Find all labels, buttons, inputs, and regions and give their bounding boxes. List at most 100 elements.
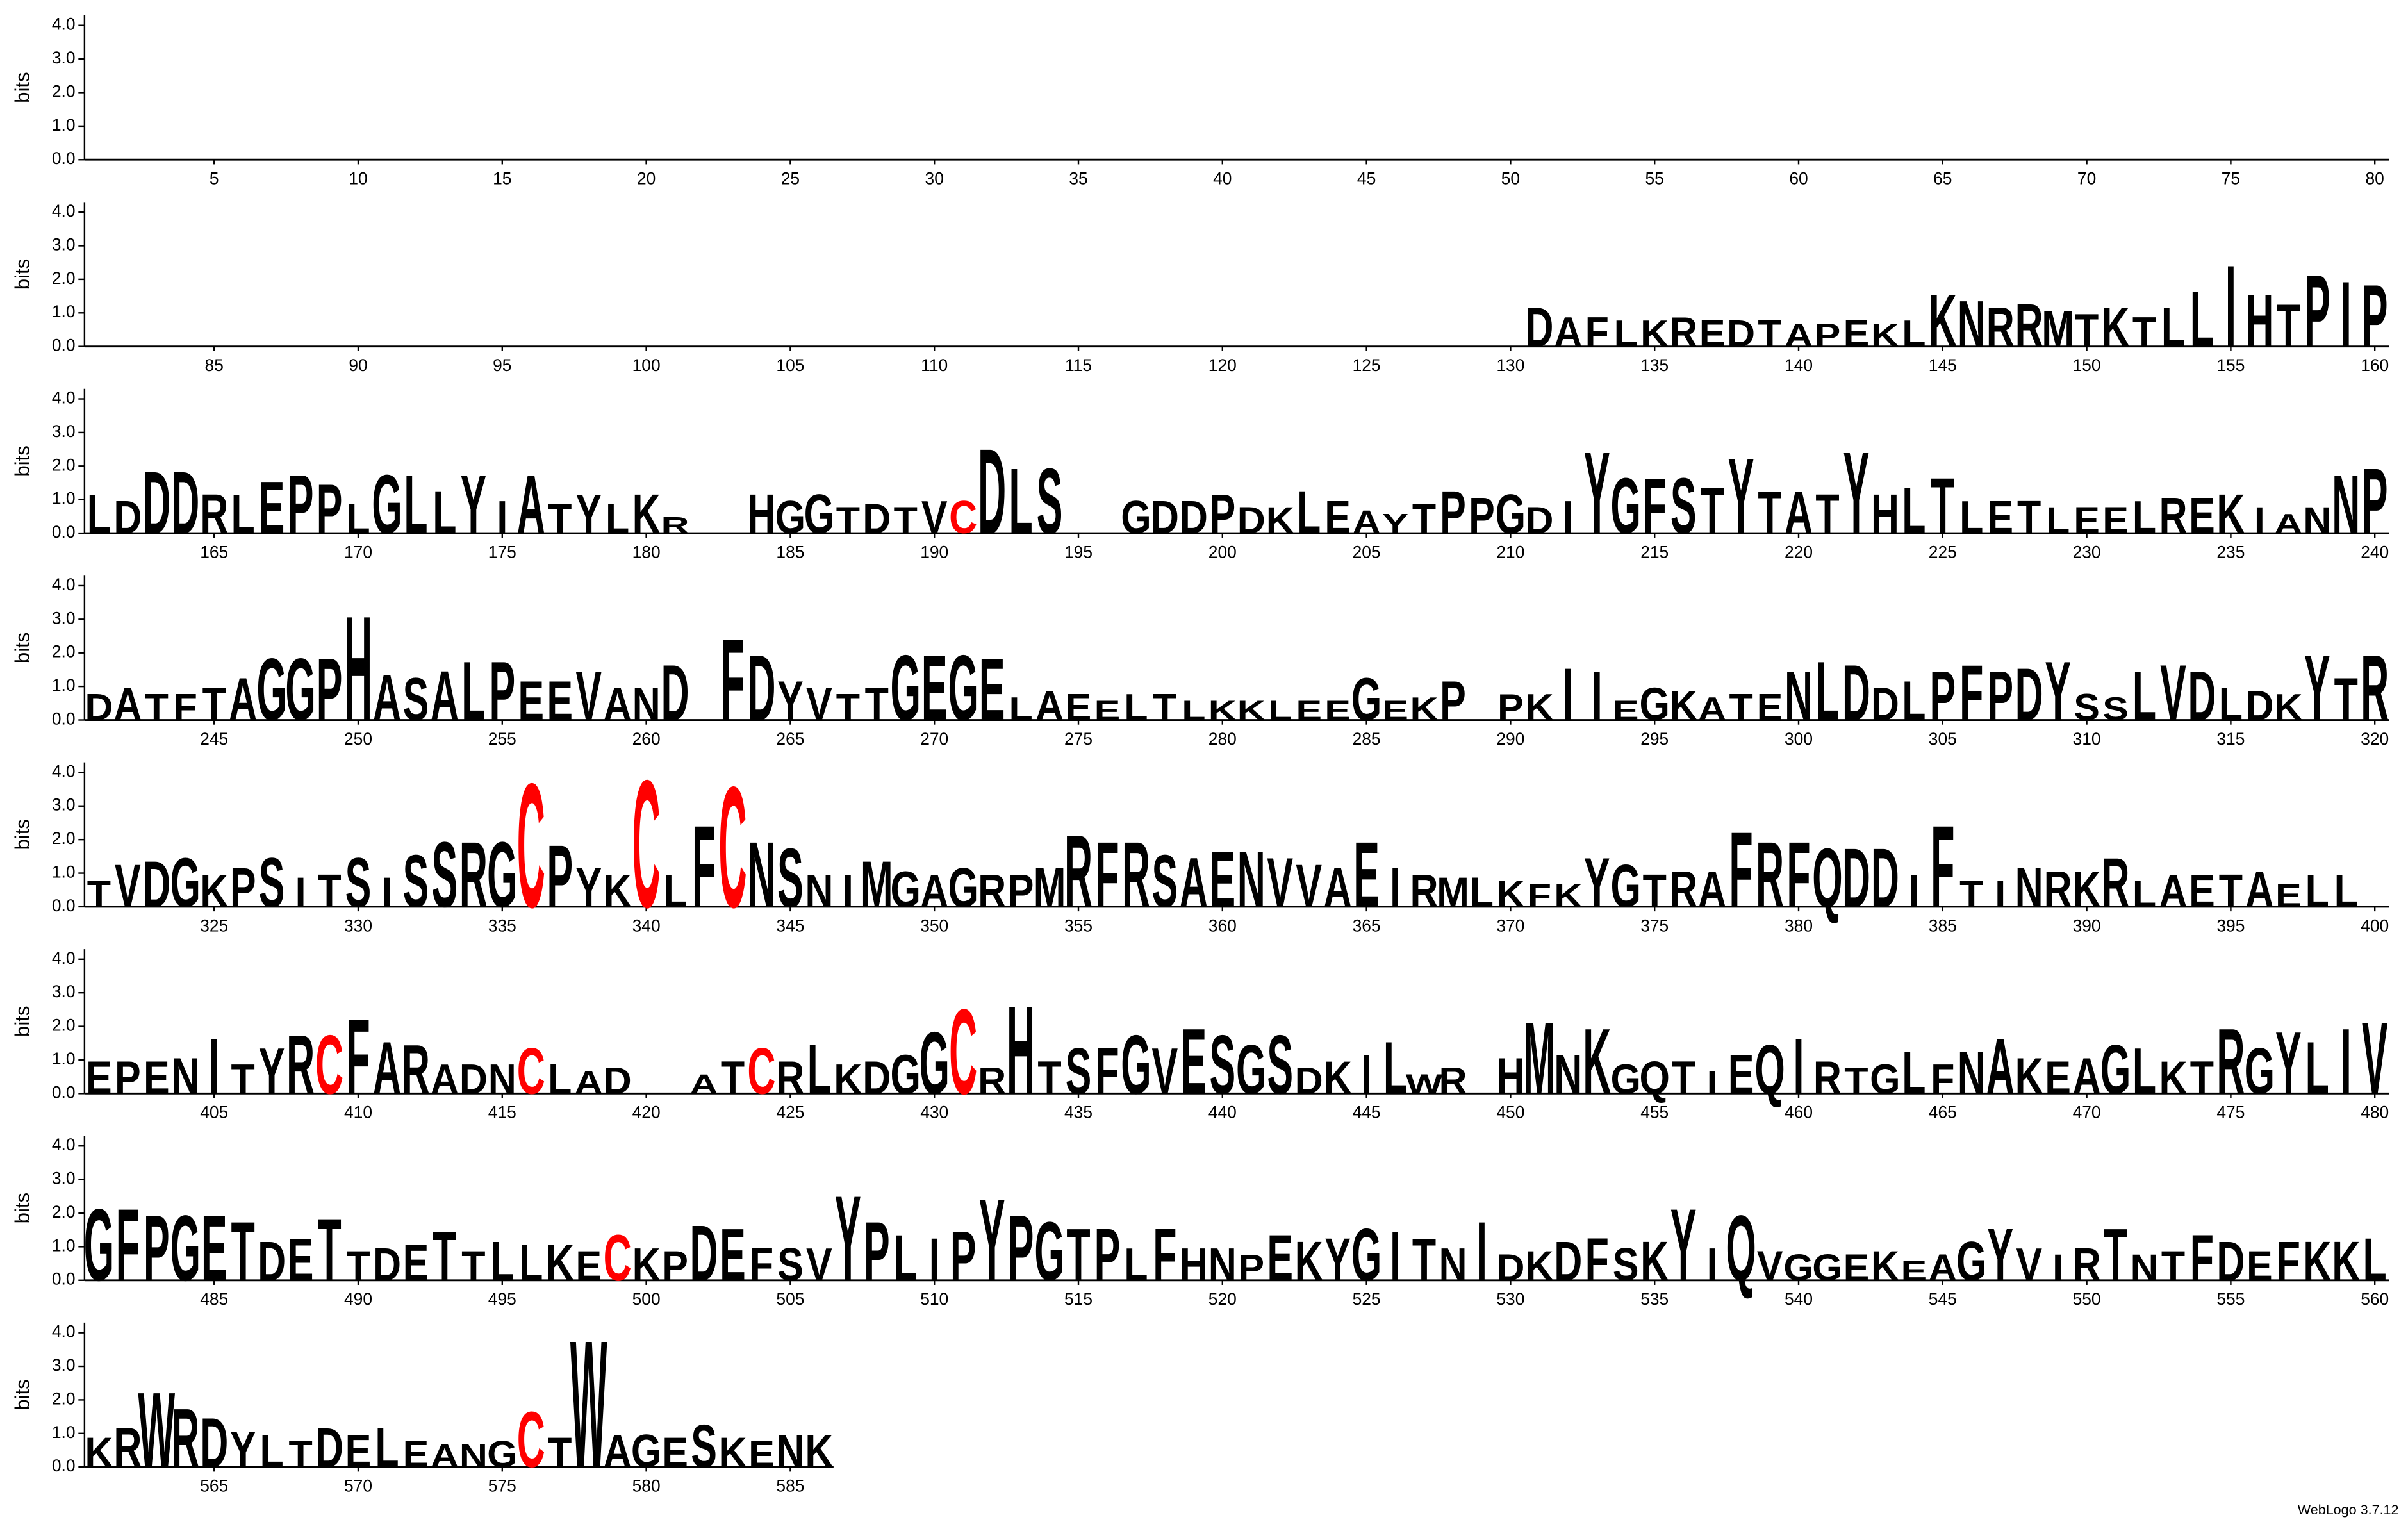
- x-tick-label: 55: [1645, 169, 1664, 188]
- logo-letter: C: [517, 1396, 545, 1484]
- logo-letter: Y: [575, 483, 602, 545]
- x-tick-label: 170: [344, 542, 372, 561]
- logo-letter: I: [2052, 1246, 2063, 1288]
- x-tick-label: 580: [632, 1477, 661, 1496]
- logo-letter: L: [260, 1425, 284, 1477]
- logo-letter: V: [115, 852, 141, 920]
- logo-letter: P: [317, 470, 343, 548]
- x-tick-label: 245: [200, 729, 228, 749]
- y-tick-label: 2.0: [52, 829, 76, 848]
- logo-letter: Y: [1584, 427, 1610, 558]
- logo-letter: D: [2216, 1230, 2245, 1292]
- logo-letter: P: [1094, 1213, 1121, 1296]
- credit: WebLogo 3.7.12: [2298, 1501, 2399, 1518]
- logo-letter: Y: [461, 458, 487, 551]
- logo-letter: R: [776, 1052, 804, 1104]
- logo-letter: L: [2190, 275, 2214, 363]
- logo-letter: E: [1324, 492, 1351, 543]
- logo-letter: G: [2100, 1030, 2131, 1109]
- logo-letter: E: [921, 636, 948, 740]
- x-tick-label: 155: [2216, 356, 2245, 375]
- x-tick-label: 530: [1496, 1289, 1524, 1309]
- logo-letter: N: [1958, 1039, 1986, 1107]
- logo-letter: T: [1729, 686, 1752, 728]
- x-tick-label: 120: [1208, 356, 1237, 375]
- logo-letter: R: [459, 822, 488, 927]
- logo-letter: E: [259, 466, 285, 549]
- logo-letter: D: [1237, 499, 1266, 541]
- logo-letter: E: [2189, 488, 2215, 545]
- logo-letter: N: [2130, 1246, 2158, 1288]
- x-tick-label: 555: [2216, 1289, 2245, 1309]
- logo-letter: K: [2073, 861, 2101, 918]
- logo-letter: T: [1758, 479, 1781, 547]
- logo-letter: L: [1614, 313, 1638, 354]
- logo-letter: D: [1842, 649, 1870, 737]
- logo-letter: F: [2277, 1230, 2300, 1292]
- logo-letter: N: [1554, 1043, 1582, 1105]
- logo-letter: A: [1035, 683, 1064, 729]
- y-axis-label: bits: [12, 1005, 34, 1036]
- x-tick-label: 470: [2073, 1103, 2101, 1122]
- logo-letter: L: [1124, 1239, 1148, 1291]
- logo-letter: L: [2219, 678, 2243, 730]
- x-tick-label: 220: [1785, 542, 1813, 561]
- logo-letter: E: [1094, 695, 1121, 727]
- y-tick-label: 2.0: [52, 642, 76, 661]
- logo-letter: S: [403, 840, 429, 923]
- logo-letter: R: [978, 865, 1006, 917]
- logo-letter: D: [1871, 678, 1899, 730]
- logo-letter: G: [891, 861, 921, 918]
- x-tick-label: 570: [344, 1477, 372, 1496]
- logo-letter: E: [201, 1196, 227, 1300]
- logo-letter: F: [1959, 649, 1983, 737]
- logo-letter: P: [2362, 449, 2388, 553]
- logo-letter: E: [979, 640, 1005, 739]
- logo-letter: A: [1698, 861, 1726, 918]
- logo-letter: G: [1611, 461, 1641, 550]
- logo-letter: L: [1009, 690, 1032, 727]
- logo-letter: S: [1152, 840, 1178, 923]
- x-tick-label: 340: [632, 916, 661, 935]
- y-axis-label: bits: [12, 1379, 34, 1410]
- x-tick-label: 510: [920, 1289, 948, 1309]
- logo-letter: R: [171, 1391, 199, 1485]
- logo-letter: E: [1699, 313, 1726, 354]
- x-tick-label: 335: [488, 916, 516, 935]
- logo-letter: H: [2245, 279, 2273, 362]
- x-tick-label: 30: [925, 169, 944, 188]
- logo-letter: F: [174, 686, 197, 728]
- logo-letter: L: [346, 496, 370, 542]
- x-tick-label: 100: [632, 356, 661, 375]
- logo-letter: A: [1785, 479, 1813, 547]
- logo-letter: D: [689, 1209, 718, 1297]
- logo-letter: D: [978, 424, 1006, 559]
- logo-letter: F: [1585, 1225, 1609, 1293]
- logo-letter: V: [1152, 1034, 1178, 1107]
- logo-letter: P: [489, 645, 515, 738]
- x-tick-label: 85: [205, 356, 224, 375]
- logo-letter: N: [2332, 458, 2360, 551]
- y-tick-label: 4.0: [52, 575, 76, 594]
- x-tick-label: 10: [349, 169, 367, 188]
- logo-letter: K: [1871, 317, 1900, 353]
- logo-letter: Q: [1639, 1052, 1669, 1104]
- logo-letter: A: [1324, 856, 1352, 918]
- logo-letter: N: [1237, 835, 1266, 923]
- logo-letter: E: [1324, 695, 1351, 727]
- logo-letter: P: [1008, 865, 1034, 917]
- logo-letter: T: [1758, 313, 1781, 354]
- logo-letter: L: [1182, 695, 1205, 727]
- logo-letter: S: [1037, 449, 1063, 553]
- logo-letter: V: [806, 1239, 832, 1291]
- y-tick-label: 1.0: [52, 1423, 76, 1442]
- x-tick-label: 200: [1208, 542, 1237, 561]
- logo-letter: L: [404, 458, 427, 551]
- x-tick-label: 35: [1069, 169, 1087, 188]
- logo-letter: C: [517, 747, 545, 945]
- y-tick-label: 2.0: [52, 81, 76, 101]
- y-tick-label: 3.0: [52, 982, 76, 1001]
- logo-letter: L: [2132, 1034, 2156, 1107]
- logo-letter: Y: [1584, 843, 1610, 922]
- x-tick-label: 450: [1496, 1103, 1524, 1122]
